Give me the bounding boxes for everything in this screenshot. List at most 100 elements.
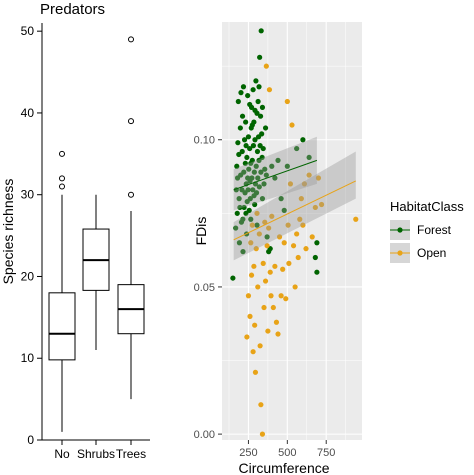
- data-point: [268, 293, 274, 299]
- data-point: [247, 196, 253, 202]
- x-tick-label: Shrubs: [77, 447, 115, 461]
- data-point: [259, 131, 265, 137]
- data-point: [239, 113, 246, 119]
- plot-background: [222, 22, 362, 440]
- x-tick-label: 750: [317, 447, 335, 459]
- legend-item-open: Open: [390, 243, 446, 263]
- data-point: [240, 249, 246, 255]
- box-trees: [117, 36, 145, 400]
- outlier-point: [59, 150, 65, 157]
- data-point: [284, 163, 290, 169]
- data-point: [243, 119, 249, 125]
- data-point: [318, 201, 325, 208]
- data-point: [237, 125, 243, 131]
- data-point: [283, 296, 289, 302]
- fit-line-open: [233, 180, 356, 241]
- data-point: [295, 254, 301, 261]
- data-point: [353, 216, 359, 222]
- data-point: [233, 225, 239, 231]
- data-point: [239, 148, 245, 155]
- data-point: [235, 140, 241, 146]
- data-point: [309, 234, 315, 240]
- box-no: [48, 150, 76, 432]
- data-point: [260, 260, 266, 266]
- confidence-band-open: [233, 151, 356, 261]
- data-point: [266, 87, 273, 93]
- y-tick-label: 0.05: [194, 282, 215, 294]
- data-point: [298, 196, 304, 202]
- y-tick-label: 50: [21, 24, 35, 38]
- data-point: [255, 284, 261, 290]
- data-point: [247, 101, 253, 108]
- data-point: [244, 154, 250, 161]
- data-point: [254, 210, 260, 216]
- data-point: [242, 160, 248, 166]
- data-point: [265, 328, 271, 334]
- data-point: [258, 169, 264, 175]
- data-point: [234, 163, 240, 169]
- data-point: [262, 166, 268, 172]
- data-point: [259, 431, 266, 437]
- data-point: [257, 113, 264, 119]
- data-point: [262, 219, 268, 225]
- data-point: [235, 98, 241, 105]
- data-point: [255, 98, 261, 105]
- data-point: [247, 145, 253, 152]
- data-point: [259, 104, 266, 110]
- data-point: [294, 145, 300, 152]
- data-point: [284, 98, 290, 105]
- data-point: [260, 145, 266, 152]
- data-point: [237, 204, 243, 211]
- data-point: [275, 157, 281, 163]
- data-point: [240, 216, 246, 222]
- data-point: [281, 240, 287, 246]
- data-point: [252, 201, 258, 208]
- data-point: [240, 84, 247, 90]
- data-point: [252, 322, 258, 328]
- outlier-point: [59, 183, 65, 190]
- data-point: [234, 210, 240, 216]
- plot-content: [230, 28, 359, 437]
- scatter-panel: 0.00 0.05 0.10 250 500 750 FDis Circumference: [193, 22, 362, 475]
- data-point: [253, 246, 259, 252]
- data-point: [245, 187, 251, 193]
- fit-line-forest: [233, 159, 318, 191]
- x-tick-label: No: [54, 447, 70, 461]
- data-point: [236, 151, 242, 158]
- data-point: [287, 181, 294, 187]
- y-tick-label: 0.00: [194, 429, 215, 441]
- data-point: [262, 125, 269, 131]
- data-point: [236, 240, 243, 246]
- data-point: [255, 175, 261, 181]
- box-shrubs: [82, 194, 110, 351]
- data-point: [294, 231, 300, 237]
- data-point: [272, 175, 278, 181]
- data-point: [278, 196, 284, 202]
- data-point: [258, 402, 264, 408]
- data-point: [273, 319, 280, 325]
- data-point: [314, 240, 320, 246]
- confidence-band-forest: [233, 136, 317, 211]
- data-point: [249, 157, 255, 163]
- x-axis-label: Circumference: [238, 460, 329, 475]
- data-point: [251, 193, 257, 199]
- data-point: [238, 90, 244, 96]
- boxplot-panel: Predators Species richness 0 10 20 30 40 50 No Sh…: [0, 1, 150, 461]
- data-point: [278, 293, 284, 299]
- outlier-point: [128, 191, 134, 198]
- data-point: [257, 343, 263, 349]
- data-point: [264, 243, 270, 249]
- data-point: [314, 269, 320, 275]
- series-points-forest: [230, 28, 320, 281]
- data-point: [261, 181, 267, 187]
- data-point: [250, 187, 256, 193]
- gridlines: [222, 22, 362, 440]
- data-point: [312, 254, 318, 261]
- data-point: [256, 231, 262, 237]
- data-point: [245, 92, 251, 99]
- data-point: [275, 331, 281, 337]
- data-point: [269, 213, 275, 219]
- data-point: [256, 184, 262, 190]
- data-point: [248, 240, 254, 246]
